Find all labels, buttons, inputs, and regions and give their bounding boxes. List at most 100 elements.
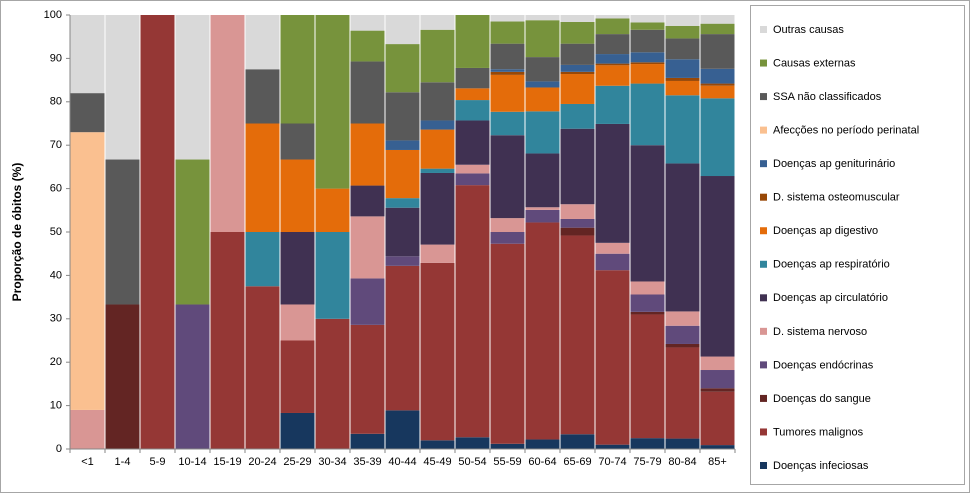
bar-segment <box>630 281 665 295</box>
legend-swatch <box>760 26 767 33</box>
bar-segment <box>700 83 735 86</box>
bar-segment <box>595 270 630 445</box>
bar-segment <box>595 444 630 449</box>
bar-segment <box>490 74 525 112</box>
legend-swatch <box>760 394 767 402</box>
bar-segment <box>280 340 315 413</box>
bar-segment <box>665 325 700 344</box>
bar-segment <box>630 62 665 65</box>
bar-segment <box>490 135 525 219</box>
legend-label: Doenças infeciosas <box>773 460 869 472</box>
legend-swatch <box>760 428 767 436</box>
bar-segment <box>105 304 140 449</box>
bar-segment <box>700 23 735 35</box>
bar-segment <box>420 120 455 130</box>
bar-segment <box>665 343 700 348</box>
bar-segment <box>350 216 385 279</box>
x-tick-label: 85+ <box>708 456 727 468</box>
bar-segment <box>560 43 595 65</box>
legend-label: Outras causas <box>773 24 844 36</box>
bar-segment <box>350 324 385 434</box>
bar-segment <box>350 278 385 325</box>
bar-segment <box>385 44 420 93</box>
bar-segment <box>455 173 490 186</box>
bar-segment <box>525 209 560 223</box>
bar-segment <box>700 388 735 392</box>
bar-segment <box>455 120 490 165</box>
bar-segment <box>455 88 490 101</box>
legend-swatch <box>760 327 767 335</box>
x-tick-label: 1-4 <box>115 456 131 468</box>
bar-segment <box>595 123 630 243</box>
x-tick-label: 45-49 <box>423 456 451 468</box>
legend-label: D. sistema nervoso <box>773 326 867 338</box>
bar-segment <box>315 232 350 319</box>
bar-segment <box>630 29 665 53</box>
legend-label: D. sistema osteomuscular <box>773 192 900 204</box>
legend-swatch <box>760 193 767 201</box>
bar-segment <box>595 54 630 64</box>
bar-segment <box>420 262 455 441</box>
bar-segment <box>700 391 735 446</box>
bar-segment <box>630 294 665 312</box>
bar-segment <box>525 153 560 208</box>
x-tick-label: 35-39 <box>353 456 381 468</box>
bar-segment <box>630 83 665 146</box>
bar-segment <box>490 71 525 75</box>
bar-segment <box>560 204 595 219</box>
legend-label: Doenças endócrinas <box>773 359 874 371</box>
bar-segment <box>560 434 595 449</box>
bar-segment <box>385 207 420 257</box>
bar-segment <box>525 20 560 58</box>
bar-segment <box>175 159 210 305</box>
bar-segment <box>700 85 735 99</box>
x-tick-label: <1 <box>81 456 94 468</box>
y-tick-label: 100 <box>44 9 62 21</box>
bar-segment <box>350 15 385 31</box>
y-axis-label: Proporção de óbitos (%) <box>10 163 24 302</box>
bar-segment <box>420 244 455 263</box>
y-tick-label: 80 <box>50 96 62 108</box>
legend-swatch <box>760 361 767 369</box>
bar-segment <box>455 185 490 438</box>
bar-segment <box>665 59 700 78</box>
bar-segment <box>595 18 630 35</box>
bar-segment <box>315 318 350 449</box>
bar-segment <box>420 172 455 245</box>
bar-segment <box>490 111 525 136</box>
bar-segment <box>490 232 525 244</box>
bar-segment <box>385 140 420 150</box>
bar-segment <box>490 69 525 72</box>
bar-segment <box>595 85 630 124</box>
bar-segment <box>385 15 420 45</box>
legend-label: Doenças do sangue <box>773 393 871 405</box>
bar-segment <box>665 438 700 449</box>
legend-swatch <box>760 462 767 469</box>
x-tick-label: 50-54 <box>458 456 486 468</box>
x-tick-label: 55-59 <box>493 456 521 468</box>
legend-label: Afecções no período perinatal <box>773 125 919 137</box>
bar-segment <box>385 265 420 411</box>
bar-segment <box>525 222 560 440</box>
bar-segment <box>525 15 560 21</box>
bar-segment <box>350 61 385 124</box>
bar-segment <box>630 314 665 439</box>
bar-segment <box>665 25 700 39</box>
bar-segment <box>245 286 280 449</box>
bar-segment <box>350 433 385 449</box>
bar-segment <box>70 15 105 94</box>
bar-segment <box>420 168 455 173</box>
bar-segment <box>350 123 385 186</box>
bar-segment <box>525 57 560 82</box>
bar-segment <box>105 15 140 160</box>
bar-segment <box>665 95 700 164</box>
bar-segment <box>560 128 595 205</box>
x-tick-label: 10-14 <box>178 456 206 468</box>
bar-segment <box>560 71 595 75</box>
bar-segment <box>455 100 490 121</box>
bar-segment <box>350 30 385 62</box>
x-tick-label: 65-69 <box>563 456 591 468</box>
bar-segment <box>140 15 175 449</box>
legend-label: Doenças ap geniturinário <box>773 158 895 170</box>
